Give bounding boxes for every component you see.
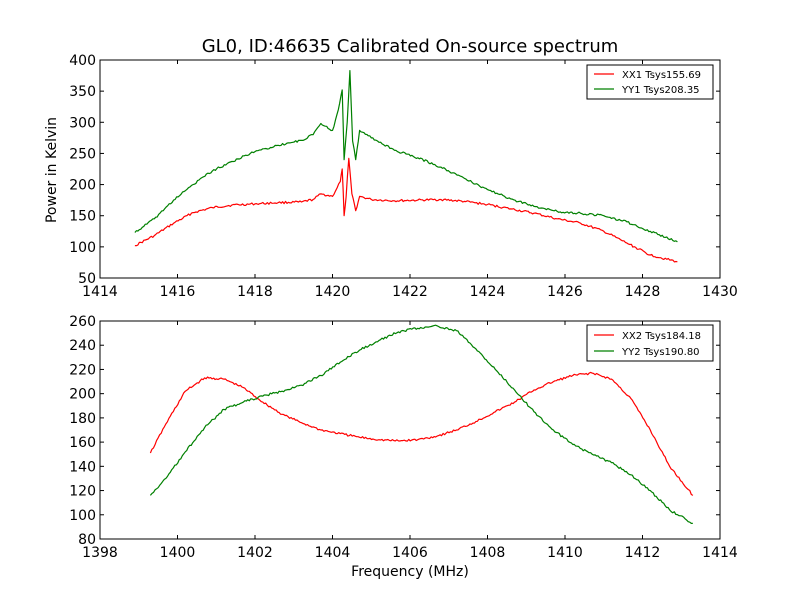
y-tick-label: 350 (69, 84, 96, 100)
y-tick-label: 200 (69, 178, 96, 194)
bottom-series-lines (149, 324, 694, 524)
y-tick-label: 250 (69, 146, 96, 162)
y-tick-label: 80 (78, 532, 96, 548)
x-tick-label: 1400 (160, 545, 196, 561)
top-legend: XX1 Tsys155.69 YY1 Tsys208.35 (586, 64, 714, 100)
y-tick-label: 260 (69, 314, 96, 330)
y-tick-label: 160 (69, 435, 96, 451)
legend-label-xx2: XX2 Tsys184.18 (622, 331, 701, 342)
y-tick-label: 120 (69, 484, 96, 500)
x-tick-label: 1408 (470, 545, 506, 561)
x-tick-label: 1418 (237, 284, 273, 300)
x-axis-label: Frequency (MHz) (351, 564, 469, 580)
legend-box (586, 324, 714, 362)
x-tick-label: 1402 (237, 545, 273, 561)
legend-label-yy1: YY1 Tsys208.35 (621, 85, 700, 96)
y-tick-label: 400 (69, 53, 96, 69)
x-tick-label: 1404 (315, 545, 351, 561)
top-axis-ticks: 1414 1416 1418 1420 1422 1424 1426 1428 1430 50 10… (69, 53, 738, 300)
x-tick-label: 1426 (547, 284, 583, 300)
legend-label-yy2: YY2 Tsys190.80 (621, 347, 700, 358)
legend-box (586, 64, 714, 100)
x-tick-label: 1424 (470, 284, 506, 300)
bottom-legend: XX2 Tsys184.18 YY2 Tsys190.80 (586, 324, 714, 362)
x-tick-label: 1412 (625, 545, 661, 561)
chart-title: GL0, ID:46635 Calibrated On-source spect… (202, 36, 619, 57)
top-plot-panel: GL0, ID:46635 Calibrated On-source spect… (44, 36, 738, 300)
y-tick-label: 300 (69, 115, 96, 131)
legend-label-xx1: XX1 Tsys155.69 (622, 70, 701, 81)
x-tick-label: 1414 (82, 284, 118, 300)
x-tick-label: 1430 (702, 284, 738, 300)
series-line-yy2 (149, 324, 693, 524)
x-tick-label: 1416 (160, 284, 196, 300)
y-tick-label: 100 (69, 508, 96, 524)
y-tick-label: 140 (69, 459, 96, 475)
y-tick-label: 220 (69, 362, 96, 378)
x-tick-label: 1422 (392, 284, 428, 300)
top-series-lines (134, 70, 678, 263)
y-tick-label: 100 (69, 240, 96, 256)
top-plot-frame (99, 59, 721, 279)
x-tick-label: 1428 (625, 284, 661, 300)
y-axis-label: Power in Kelvin (44, 117, 60, 223)
bottom-plot-frame (99, 320, 721, 540)
series-line-xx1 (134, 157, 678, 263)
bottom-axis-ticks: 1398 1400 1402 1404 1406 1408 1410 1412 1414 80 10… (69, 314, 738, 561)
y-tick-label: 200 (69, 387, 96, 403)
bottom-plot-panel: Frequency (MHz) 1398 1400 1402 1404 1406 1408… (69, 314, 738, 580)
x-tick-label: 1414 (702, 545, 738, 561)
y-tick-label: 240 (69, 338, 96, 354)
x-tick-label: 1410 (547, 545, 583, 561)
y-tick-label: 150 (69, 209, 96, 225)
x-tick-label: 1406 (392, 545, 428, 561)
y-tick-label: 50 (78, 271, 96, 287)
y-tick-label: 180 (69, 411, 96, 427)
series-line-xx2 (149, 371, 694, 496)
series-line-yy1 (134, 70, 678, 243)
x-tick-label: 1398 (82, 545, 118, 561)
x-tick-label: 1420 (315, 284, 351, 300)
